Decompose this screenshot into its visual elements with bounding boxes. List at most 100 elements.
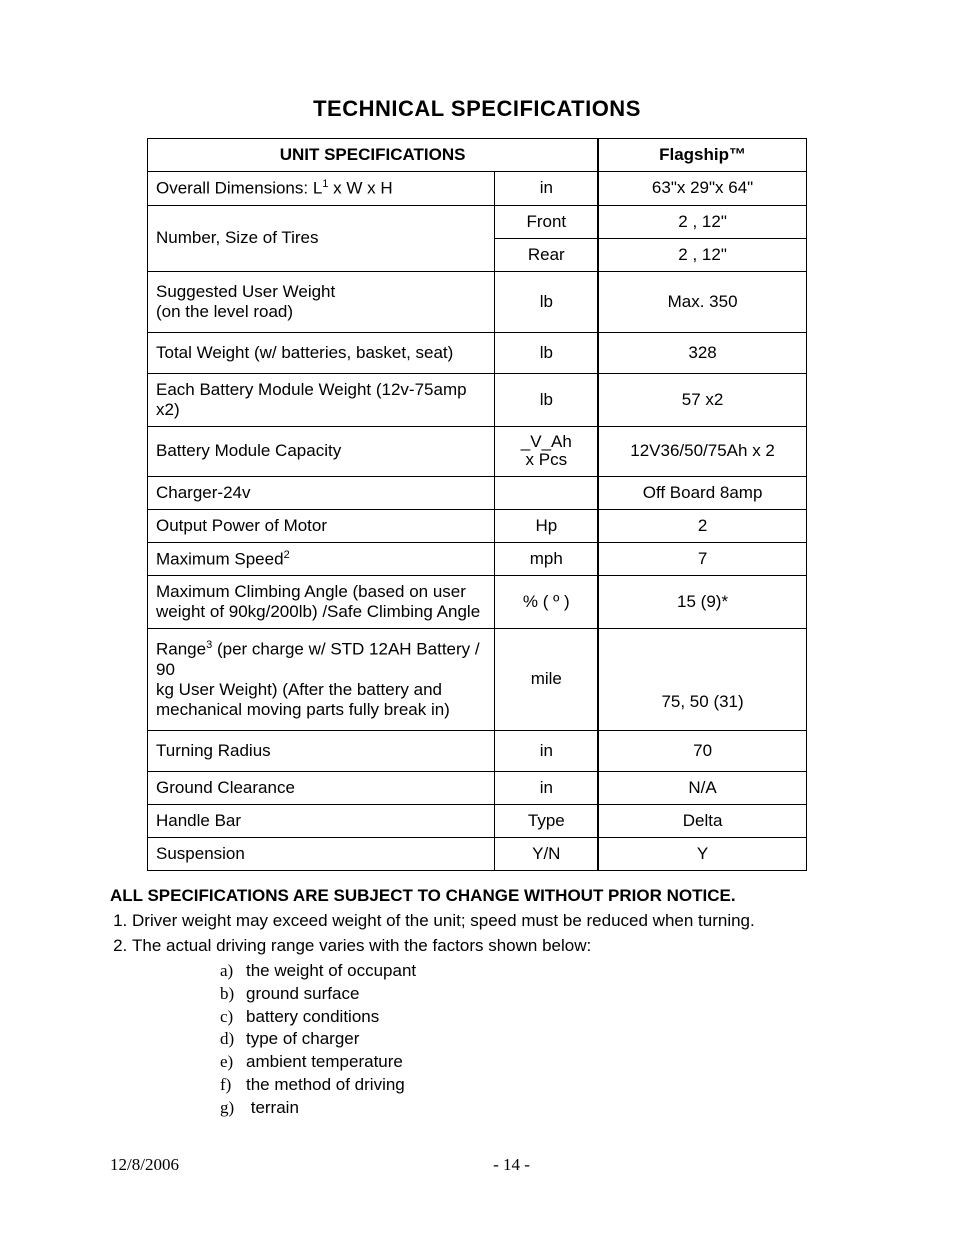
row-label: Output Power of Motor (148, 509, 495, 542)
row-label: Ground Clearance (148, 771, 495, 804)
list-item: b)ground surface (220, 983, 844, 1006)
row-unit: lb (495, 271, 598, 332)
row-unit: lb (495, 332, 598, 373)
list-item: a)the weight of occupant (220, 960, 844, 983)
row-label: Turning Radius (148, 730, 495, 771)
row-value: 57 x2 (598, 373, 806, 426)
list-marker: c) (220, 1006, 246, 1029)
row-value: 2 , 12" (598, 205, 806, 238)
table-row: Suspension Y/N Y (148, 837, 807, 870)
label-text: mechanical moving parts fully break in) (156, 700, 450, 719)
row-unit: % ( º ) (495, 576, 598, 629)
table-row: Charger-24v Off Board 8amp (148, 476, 807, 509)
list-text: battery conditions (246, 1007, 379, 1026)
row-unit: mph (495, 542, 598, 576)
row-label: Maximum Speed2 (148, 542, 495, 576)
unit-text: _V_Ah (521, 432, 572, 451)
row-value: 12V36/50/75Ah x 2 (598, 426, 806, 476)
row-label: Maximum Climbing Angle (based on user we… (148, 576, 495, 629)
page: TECHNICAL SPECIFICATIONS UNIT SPECIFICAT… (0, 0, 954, 1235)
row-unit: Front (495, 205, 598, 238)
label-text: (on the level road) (156, 302, 293, 321)
row-value: 75, 50 (31) (598, 629, 806, 731)
footer-date: 12/8/2006 (110, 1155, 179, 1175)
label-text: Suggested User Weight (156, 282, 335, 301)
list-text: ground surface (246, 984, 359, 1003)
list-marker: d) (220, 1028, 246, 1051)
table-row: Total Weight (w/ batteries, basket, seat… (148, 332, 807, 373)
row-value: 2 (598, 509, 806, 542)
row-value: Delta (598, 804, 806, 837)
label-text: Maximum Speed (156, 549, 284, 568)
row-unit: mile (495, 629, 598, 731)
list-marker: f) (220, 1074, 246, 1097)
list-item: e)ambient temperature (220, 1051, 844, 1074)
row-unit: Rear (495, 238, 598, 271)
lettered-list: a)the weight of occupant b)ground surfac… (110, 960, 844, 1121)
row-value: Off Board 8amp (598, 476, 806, 509)
label-text: Range (156, 640, 206, 659)
row-unit: in (495, 730, 598, 771)
label-text: x W x H (328, 179, 392, 198)
list-item: c)battery conditions (220, 1006, 844, 1029)
list-marker: a) (220, 960, 246, 983)
list-item: f)the method of driving (220, 1074, 844, 1097)
list-marker: e) (220, 1051, 246, 1074)
table-row: Maximum Speed2 mph 7 (148, 542, 807, 576)
row-unit: Y/N (495, 837, 598, 870)
row-label: Handle Bar (148, 804, 495, 837)
table-row: Number, Size of Tires Front 2 , 12" (148, 205, 807, 238)
table-row: Maximum Climbing Angle (based on user we… (148, 576, 807, 629)
row-unit: Type (495, 804, 598, 837)
spec-table: UNIT SPECIFICATIONS Flagship™ Overall Di… (147, 138, 807, 871)
label-text: Maximum Climbing Angle (based on user (156, 582, 466, 601)
row-unit: lb (495, 373, 598, 426)
list-text: terrain (246, 1098, 299, 1117)
row-label: Battery Module Capacity (148, 426, 495, 476)
header-unit-spec: UNIT SPECIFICATIONS (148, 139, 599, 172)
table-row: Turning Radius in 70 (148, 730, 807, 771)
list-text: the weight of occupant (246, 961, 416, 980)
table-row: Output Power of Motor Hp 2 (148, 509, 807, 542)
table-row: Suggested User Weight (on the level road… (148, 271, 807, 332)
label-text: weight of 90kg/200lb) /Safe Climbing Ang… (156, 602, 480, 621)
list-text: type of charger (246, 1029, 359, 1048)
row-label: Overall Dimensions: L1 x W x H (148, 172, 495, 206)
row-value: 2 , 12" (598, 238, 806, 271)
row-value: N/A (598, 771, 806, 804)
row-label: Total Weight (w/ batteries, basket, seat… (148, 332, 495, 373)
list-marker: g) (220, 1097, 246, 1120)
row-value: 328 (598, 332, 806, 373)
list-item: g) terrain (220, 1097, 844, 1120)
numbered-list: Driver weight may exceed weight of the u… (110, 910, 844, 958)
footer-page-number: - 14 - (110, 1155, 844, 1175)
row-value: 70 (598, 730, 806, 771)
row-unit (495, 476, 598, 509)
row-value: Y (598, 837, 806, 870)
row-value: 63"x 29"x 64" (598, 172, 806, 206)
row-value: Max. 350 (598, 271, 806, 332)
table-row: Range3 (per charge w/ STD 12AH Battery /… (148, 629, 807, 731)
list-item: d)type of charger (220, 1028, 844, 1051)
table-header-row: UNIT SPECIFICATIONS Flagship™ (148, 139, 807, 172)
unit-text: x Pcs (526, 450, 568, 469)
row-label: Number, Size of Tires (148, 205, 495, 271)
row-label: Each Battery Module Weight (12v-75amp x2… (148, 373, 495, 426)
row-value: 15 (9)* (598, 576, 806, 629)
table-row: Handle Bar Type Delta (148, 804, 807, 837)
row-unit: Hp (495, 509, 598, 542)
header-model: Flagship™ (598, 139, 806, 172)
table-row: Each Battery Module Weight (12v-75amp x2… (148, 373, 807, 426)
list-text: ambient temperature (246, 1052, 403, 1071)
row-unit: in (495, 771, 598, 804)
list-item: Driver weight may exceed weight of the u… (132, 910, 844, 933)
row-label: Charger-24v (148, 476, 495, 509)
table-row: Ground Clearance in N/A (148, 771, 807, 804)
list-item: The actual driving range varies with the… (132, 935, 844, 958)
superscript: 2 (284, 549, 290, 561)
notice-text: ALL SPECIFICATIONS ARE SUBJECT TO CHANGE… (110, 885, 844, 908)
row-label: Range3 (per charge w/ STD 12AH Battery /… (148, 629, 495, 731)
list-text: the method of driving (246, 1075, 405, 1094)
label-text: kg User Weight) (After the battery and (156, 680, 442, 699)
page-footer: 12/8/2006 - 14 - (110, 1155, 844, 1175)
